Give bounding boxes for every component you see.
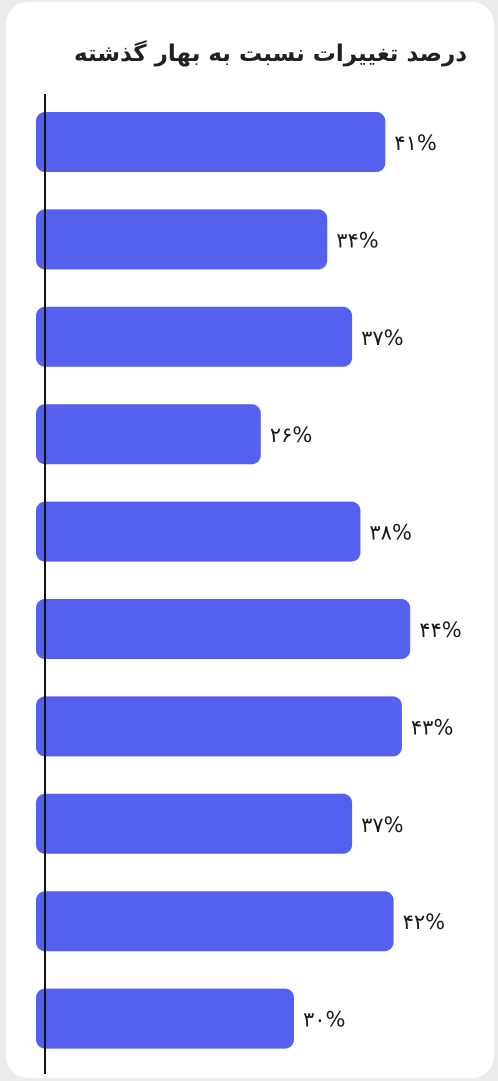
bar-chart: ۴۱% ۳۴% ۳۷% ۲۶% ۳۸% ۴۴% ۴۳% ۳۷% ۴۲% ۳۰% [36,94,462,1074]
bar-10 [36,988,294,1049]
chart-card: درصد تغییرات نسبت به بهار گذشته ۴۱% ۳۴% ۳۷… [6,2,494,1078]
bar-2 [36,209,328,270]
value-label-10: ۳۰% [303,1008,346,1032]
value-label-7: ۴۳% [411,715,454,739]
bar-6 [36,599,411,659]
labels-group: ۴۱% ۳۴% ۳۷% ۲۶% ۳۸% ۴۴% ۴۳% ۳۷% ۴۲% ۳۰% [270,131,462,1032]
bar-1 [36,112,386,172]
value-label-2: ۳۴% [336,228,379,252]
bar-7 [36,696,402,757]
chart-title: درصد تغییرات نسبت به بهار گذشته [74,41,467,67]
value-label-9: ۴۲% [403,910,446,934]
value-label-3: ۳۷% [361,326,404,350]
bar-9 [36,891,394,952]
value-label-8: ۳۷% [361,813,404,837]
bars-group [36,112,411,1049]
value-label-6: ۴۴% [419,618,462,642]
bar-4 [36,404,261,465]
value-label-4: ۲۶% [270,423,313,447]
bar-8 [36,793,353,854]
bar-5 [36,501,361,562]
value-label-1: ۴۱% [394,131,437,155]
bar-3 [36,306,353,367]
value-label-5: ۳۸% [369,521,412,545]
